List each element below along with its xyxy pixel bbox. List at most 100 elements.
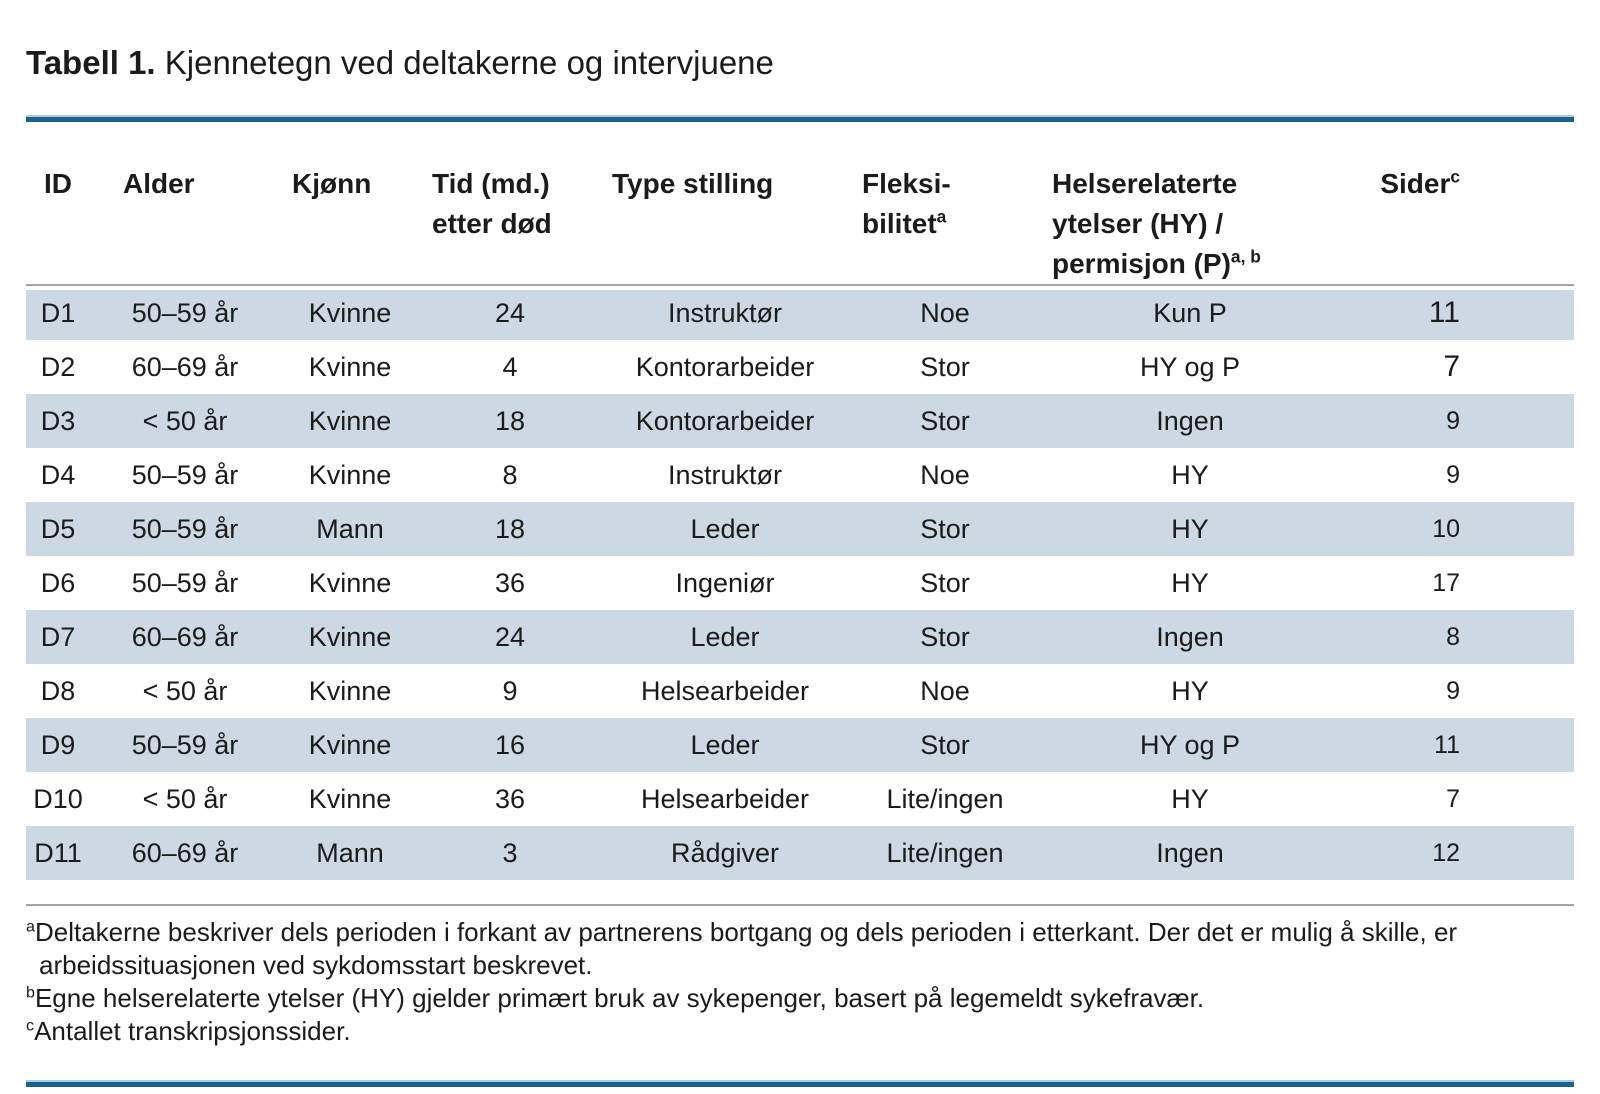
table-cell: < 50 år	[90, 394, 280, 448]
column-header-id: ID	[26, 122, 90, 286]
table-cell: 9	[1340, 394, 1574, 448]
footnote-a: aDeltakerne beskriver dels perioden i fo…	[26, 916, 1574, 982]
table-cell: Kvinne	[280, 610, 420, 664]
table-cell: HY og P	[1139, 351, 1241, 382]
table-cell: Kontorarbeider	[635, 351, 815, 382]
table-cell: 36	[494, 567, 526, 598]
table-cell: 50–59 år	[131, 567, 239, 598]
table-cell: HY	[1171, 675, 1209, 706]
table-number: Tabell 1.	[26, 44, 156, 81]
table-cell: 50–59 år	[90, 718, 280, 772]
table-cell: D10	[33, 783, 83, 814]
header-superscript: a, b	[1230, 246, 1261, 267]
table-row-d11: D11 60–69 år Mann 3 Rådgiver Lite/ingen Ingen 1…	[26, 826, 1574, 880]
table-title: Tabell 1. Kjennetegn ved deltakerne og i…	[26, 44, 1574, 82]
table-cell: Kontorarbeider	[600, 394, 850, 448]
table-row-d5: D5 50–59 år Mann 18 Leder Stor HY 10	[26, 502, 1574, 556]
column-header-sider: Siderc	[1340, 122, 1574, 286]
table-cell: Kvinne	[308, 783, 392, 814]
footnote-text: Antallet transkripsjonssider.	[34, 1016, 351, 1046]
table-cell: Stor	[920, 567, 970, 598]
table-cell: 24	[420, 285, 600, 340]
table-cell: Stor	[850, 610, 1040, 664]
table-cell: Lite/ingen	[850, 826, 1040, 880]
table-row-d4: D4 50–59 år Kvinne 8 Instruktør Noe HY 9	[26, 448, 1574, 502]
table-cell: Helsearbeider	[640, 783, 810, 814]
column-header-type: Type stilling	[600, 122, 850, 286]
table-cell: Helsearbeider	[640, 675, 810, 706]
table-cell: 9	[1446, 676, 1460, 705]
table-cell: 36	[494, 783, 526, 814]
table-cell: 50–59 år	[90, 285, 280, 340]
table-cell: Ingeniør	[675, 567, 775, 598]
table-cell: 8	[1340, 610, 1574, 664]
footnote-text: Deltakerne beskriver dels perioden i for…	[34, 917, 1458, 980]
header-superscript: c	[1450, 166, 1460, 187]
footnote-marker: b	[26, 983, 35, 1002]
column-header-fleksibilitet: Fleksi-biliteta	[850, 122, 1040, 286]
table-cell: < 50 år	[142, 675, 228, 706]
table-cell: Ingen	[1040, 826, 1340, 880]
table-row-d9: D9 50–59 år Kvinne 16 Leder Stor HY og P 11	[26, 718, 1574, 772]
table-body: D1 50–59 år Kvinne 24 Instruktør Noe Kun P 11 D2…	[26, 285, 1574, 880]
table-cell: D9	[26, 718, 90, 772]
table-cell: Kvinne	[280, 285, 420, 340]
table-cell: HY	[1171, 459, 1209, 490]
table-cell: 18	[420, 394, 600, 448]
table-cell: Stor	[920, 351, 970, 382]
table-row-d2: D2 60–69 år Kvinne 4 Kontorarbeider Stor HY og…	[26, 340, 1574, 394]
table-cell: 11	[1340, 718, 1574, 772]
table-cell: D3	[26, 394, 90, 448]
table-cell: Instruktør	[600, 285, 850, 340]
table-cell: 60–69 år	[131, 351, 239, 382]
footnote-b: bEgne helserelaterte ytelser (HY) gjelde…	[26, 982, 1574, 1015]
table-cell: Stor	[850, 394, 1040, 448]
table-cell: 8	[502, 459, 518, 490]
footnotes: aDeltakerne beskriver dels perioden i fo…	[26, 906, 1574, 1048]
table-cell: D4	[40, 459, 76, 490]
footnote-marker: c	[26, 1016, 35, 1035]
footnote-marker: a	[26, 917, 35, 936]
table-cell: Kvinne	[280, 394, 420, 448]
column-header-tid: Tid (md.) etter død	[420, 122, 600, 286]
table-row-d3: D3 < 50 år Kvinne 18 Kontorarbeider Stor Ingen…	[26, 394, 1574, 448]
table-cell: Kvinne	[308, 567, 392, 598]
table-cell: HY	[1171, 783, 1209, 814]
table-cell: 50–59 år	[90, 502, 280, 556]
table-cell: Instruktør	[667, 459, 782, 490]
table-row-d10: D10 < 50 år Kvinne 36 Helsearbeider Lite/inge…	[26, 772, 1574, 826]
table-cell: HY	[1040, 502, 1340, 556]
table-cell: Noe	[850, 285, 1040, 340]
table-cell: HY	[1171, 567, 1209, 598]
table-cell: Rådgiver	[600, 826, 850, 880]
top-rule	[26, 115, 1574, 122]
column-header-kjonn: Kjønn	[280, 122, 420, 286]
table-cell: D7	[26, 610, 90, 664]
footnote-c: cAntallet transkripsjonssider.	[26, 1015, 1574, 1048]
header-superscript: a	[936, 206, 947, 227]
table-cell: 16	[420, 718, 600, 772]
table-cell: Noe	[920, 675, 970, 706]
table-cell: 60–69 år	[90, 610, 280, 664]
table-cell: Mann	[280, 826, 420, 880]
table-cell: Stor	[850, 502, 1040, 556]
table-cell: Kvinne	[308, 459, 392, 490]
bottom-rule	[26, 1080, 1574, 1087]
table-cell: 3	[420, 826, 600, 880]
table-cell: Kvinne	[280, 718, 420, 772]
table-cell: Lite/ingen	[886, 783, 1004, 814]
table-cell: D11	[26, 826, 90, 880]
table-cell: 11	[1340, 285, 1574, 340]
participants-table: ID Alder Kjønn Tid (md.) etter død Type still…	[26, 122, 1574, 880]
table-cell: 12	[1340, 826, 1574, 880]
table-header-row: ID Alder Kjønn Tid (md.) etter død Type still…	[26, 122, 1574, 286]
table-cell: 9	[1446, 460, 1460, 489]
table-cell: D1	[26, 285, 90, 340]
table-cell: Noe	[920, 459, 970, 490]
table-cell: Mann	[280, 502, 420, 556]
table-cell: 24	[420, 610, 600, 664]
table-cell: Ingen	[1040, 394, 1340, 448]
table-cell: 4	[502, 351, 518, 382]
table-cell: Kvinne	[308, 351, 392, 382]
table-cell: 50–59 år	[131, 459, 239, 490]
